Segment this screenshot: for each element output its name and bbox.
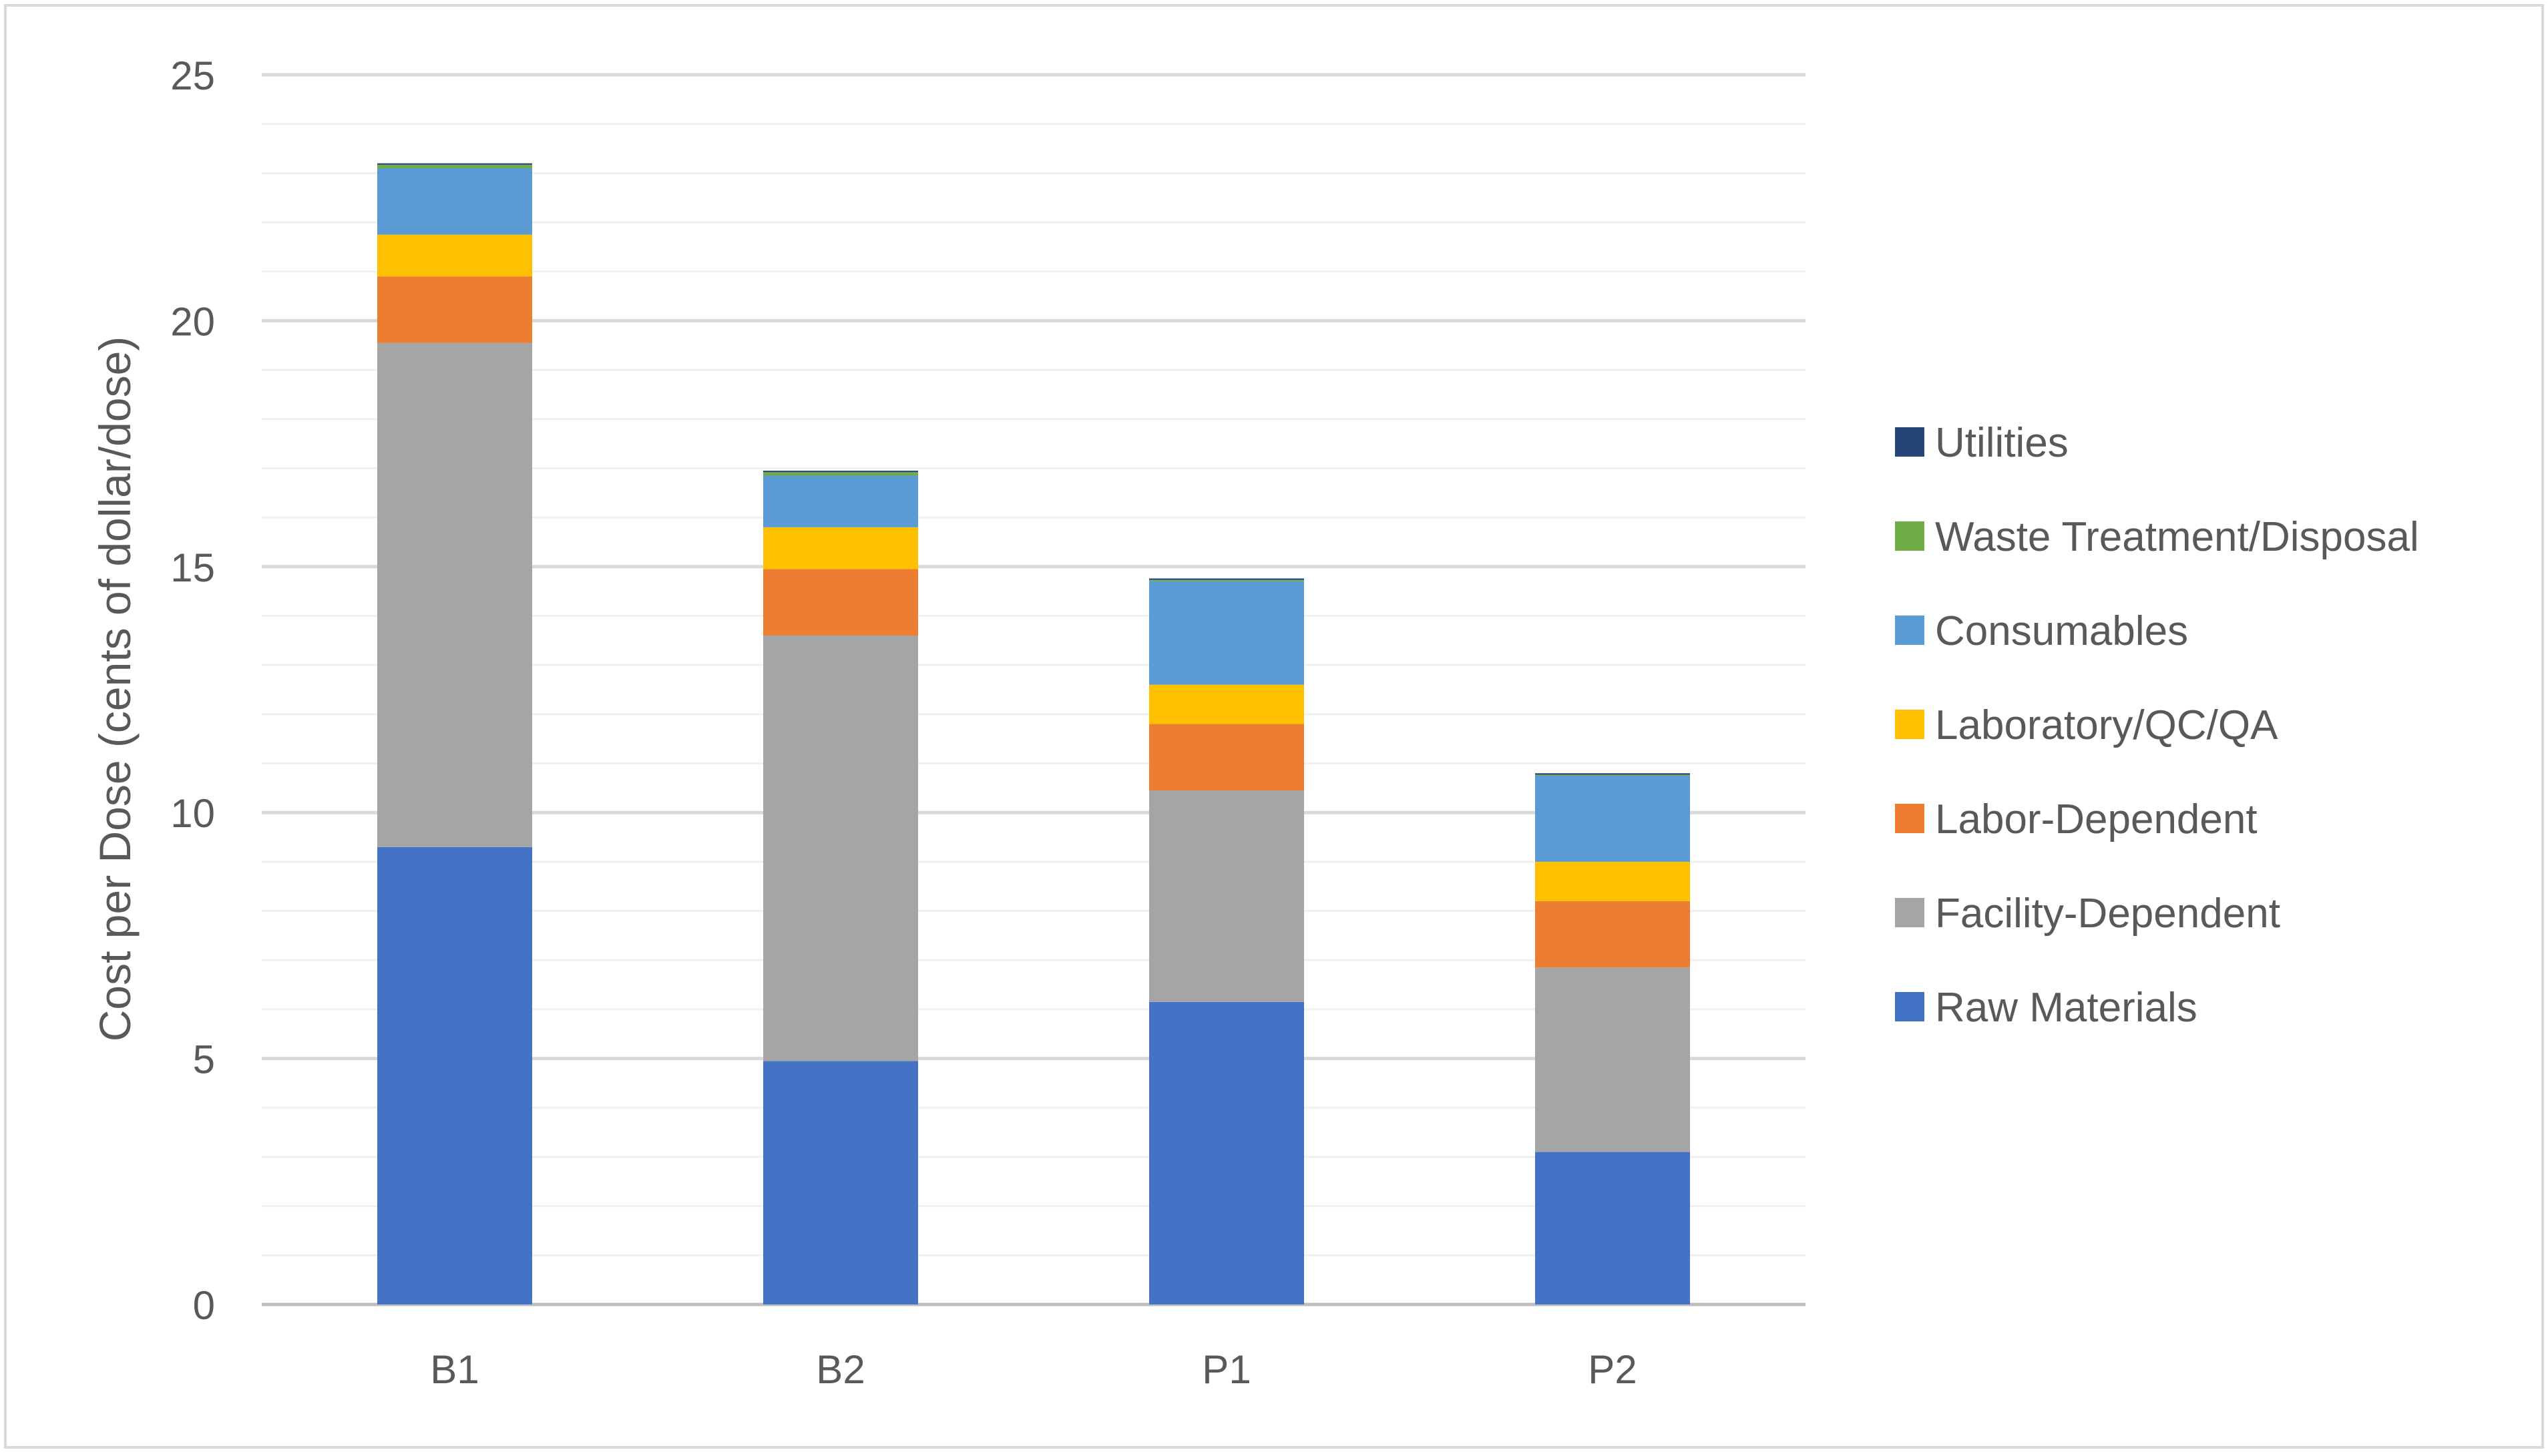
legend-swatch: [1895, 804, 1924, 833]
bar-segment-b2-facility-dependent: [763, 635, 918, 1061]
y-tick-label: 20: [170, 299, 215, 344]
legend-label: Utilities: [1935, 420, 2069, 466]
legend-label: Facility-Dependent: [1935, 891, 2280, 937]
bar-segment-b2-raw-materials: [763, 1061, 918, 1304]
bar-segment-p1-laboratory-qc-qa: [1149, 684, 1304, 724]
bar-segment-p2-laboratory-qc-qa: [1535, 861, 1690, 901]
legend-swatch: [1895, 992, 1924, 1021]
legend-label: Consumables: [1935, 608, 2188, 654]
bar-segment-b1-labor-dependent: [377, 276, 532, 343]
bar-segment-p1-raw-materials: [1149, 1001, 1304, 1304]
bar-segment-b1-facility-dependent: [377, 342, 532, 847]
x-tick-label: P2: [1588, 1347, 1637, 1392]
bar-segment-p1-utilities: [1149, 578, 1304, 580]
y-axis-title: Cost per Dose (cents of dollar/dose): [90, 336, 140, 1041]
bar-segment-b2-labor-dependent: [763, 569, 918, 636]
legend-swatch: [1895, 427, 1924, 457]
bar-segment-b2-laboratory-qc-qa: [763, 527, 918, 569]
legend-swatch: [1895, 898, 1924, 927]
x-tick-labels: B1 B2 P1 P2: [430, 1347, 1637, 1392]
legend-label: Raw Materials: [1935, 985, 2197, 1031]
bar-segment-b1-laboratory-qc-qa: [377, 234, 532, 277]
y-tick-label: 25: [170, 53, 215, 98]
bar-segment-p1-facility-dependent: [1149, 790, 1304, 1002]
legend-swatch: [1895, 521, 1924, 551]
legend-label: Laboratory/QC/QA: [1935, 702, 2278, 748]
bar-segment-b1-consumables: [377, 168, 532, 235]
y-tick-labels: 0 5 10 15 20 25: [170, 53, 215, 1328]
legend-swatch: [1895, 710, 1924, 739]
x-tick-label: B1: [430, 1347, 479, 1392]
bar-segment-b2-waste-treatment-disposal: [763, 472, 918, 476]
bar-segment-p1-waste-treatment-disposal: [1149, 579, 1304, 581]
bar-segment-b1-utilities: [377, 163, 532, 165]
bar-segment-p2-utilities: [1535, 773, 1690, 775]
legend-label: Labor-Dependent: [1935, 796, 2258, 842]
bar-segment-b2-utilities: [763, 471, 918, 473]
bar-segment-b1-raw-materials: [377, 846, 532, 1304]
bar-segment-p2-labor-dependent: [1535, 901, 1690, 968]
bar-segment-p1-labor-dependent: [1149, 724, 1304, 791]
bar-segment-p2-raw-materials: [1535, 1152, 1690, 1304]
bar-segment-p2-facility-dependent: [1535, 967, 1690, 1152]
legend-swatch: [1895, 616, 1924, 645]
bars-group: [377, 163, 1690, 1304]
legend: Utilities Waste Treatment/Disposal Consuma…: [1895, 420, 2419, 1031]
x-tick-label: B2: [816, 1347, 865, 1392]
x-tick-label: P1: [1202, 1347, 1251, 1392]
y-tick-label: 5: [193, 1037, 215, 1082]
y-tick-label: 10: [170, 791, 215, 836]
y-tick-label: 15: [170, 545, 215, 590]
bar-segment-p1-consumables: [1149, 581, 1304, 685]
bar-segment-p2-consumables: [1535, 775, 1690, 862]
legend-label: Waste Treatment/Disposal: [1935, 514, 2419, 560]
bar-segment-b1-waste-treatment-disposal: [377, 164, 532, 168]
bar-segment-b2-consumables: [763, 475, 918, 527]
bar-segment-p2-waste-treatment-disposal: [1535, 774, 1690, 776]
y-tick-label: 0: [193, 1283, 215, 1328]
